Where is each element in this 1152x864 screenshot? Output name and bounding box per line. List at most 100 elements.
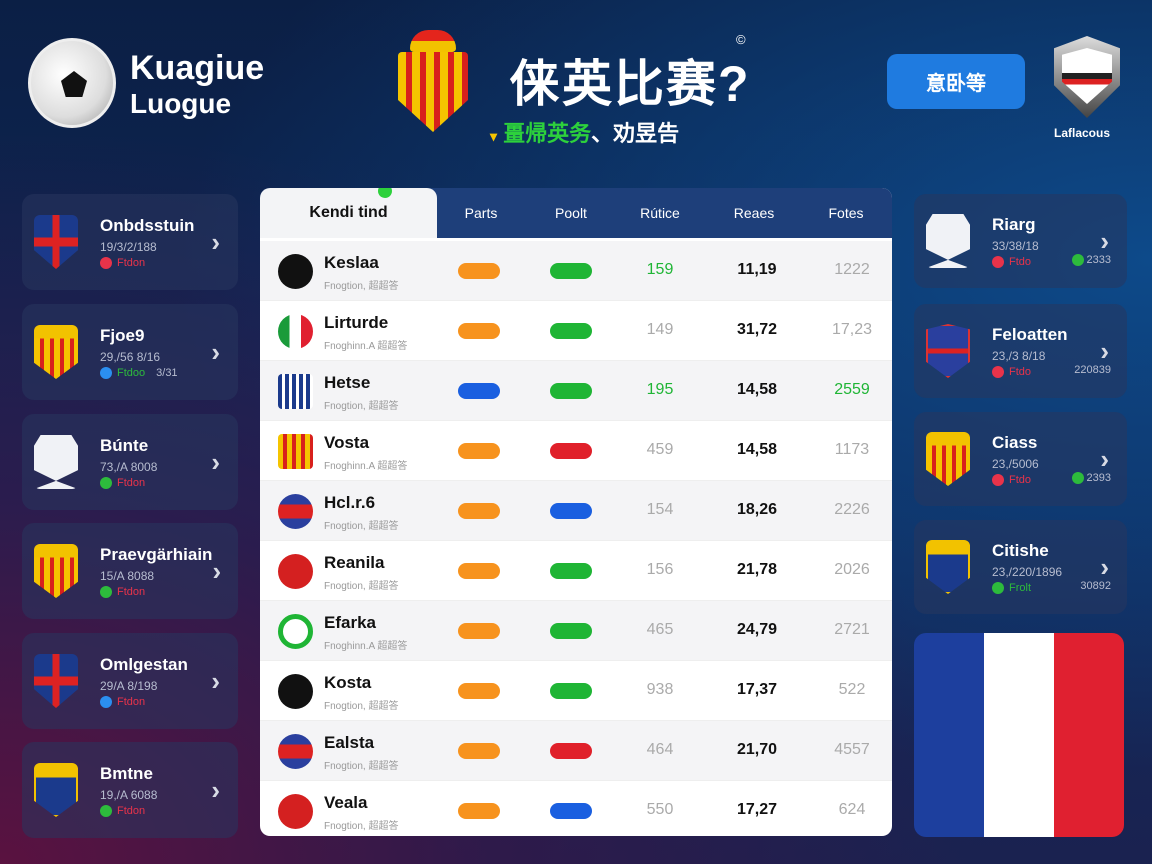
blue-crest-icon bbox=[926, 540, 970, 594]
match-date: 15/A 8088 bbox=[100, 568, 155, 583]
chevron-right-icon[interactable]: › bbox=[212, 555, 222, 586]
status: Ftdon bbox=[100, 804, 211, 817]
copyright-mark: © bbox=[736, 32, 746, 47]
union-jack-shield-icon bbox=[34, 654, 78, 708]
team-logo-icon bbox=[278, 674, 313, 709]
team-card[interactable]: Feloatten 23,/3 8/18 Ftdo 220839 › bbox=[914, 304, 1127, 398]
brand-name: Kuagiue Luogue bbox=[130, 49, 265, 119]
value-1: 459 bbox=[646, 441, 674, 458]
status-dot-icon bbox=[992, 365, 1004, 378]
status-pill bbox=[458, 323, 500, 339]
value-2: 17,27 bbox=[736, 801, 778, 818]
team-name: Keslaa bbox=[324, 253, 379, 272]
team-name: Veala bbox=[324, 793, 368, 812]
chevron-right-icon[interactable]: › bbox=[211, 336, 220, 367]
status-pill bbox=[458, 743, 500, 759]
status-dot-icon bbox=[378, 188, 392, 198]
value-2: 14,58 bbox=[736, 381, 778, 398]
team-card[interactable]: Búnte 73,/A 8008 Ftdon › bbox=[22, 414, 238, 510]
match-date: 19/3/2/188 bbox=[100, 239, 157, 254]
chevron-right-icon[interactable]: › bbox=[1100, 551, 1109, 582]
chevron-right-icon[interactable]: › bbox=[1100, 225, 1109, 256]
team-subtitle: Fnogtion, 超超答 bbox=[324, 521, 399, 532]
status-pill bbox=[550, 803, 592, 819]
status: Ftdoo 3/31 bbox=[100, 366, 211, 379]
col-header[interactable]: Rútice bbox=[640, 205, 680, 221]
team-subtitle: Fnogtion, 超超答 bbox=[324, 281, 399, 292]
status-pill bbox=[550, 683, 592, 699]
chevron-right-icon[interactable]: › bbox=[211, 226, 220, 257]
status: Ftdon bbox=[100, 585, 212, 598]
club-shield-icon[interactable] bbox=[1054, 36, 1120, 118]
col-header[interactable]: Reaes bbox=[733, 205, 775, 221]
chevron-right-icon[interactable]: › bbox=[1100, 443, 1109, 474]
col-header[interactable]: Fotes bbox=[828, 205, 864, 221]
col-header[interactable]: Parts bbox=[464, 205, 498, 221]
chevron-right-icon[interactable]: › bbox=[1100, 335, 1109, 366]
team-name: Efarka bbox=[324, 613, 376, 632]
team-name: Praevgärhiain bbox=[100, 544, 213, 564]
status-dot-icon bbox=[100, 366, 112, 379]
team-card[interactable]: Citishe 23,/220/1896 Frolt 30892 › bbox=[914, 520, 1127, 614]
status-pill bbox=[550, 743, 592, 759]
col-header[interactable]: Poolt bbox=[555, 205, 587, 221]
team-logo-icon bbox=[278, 314, 313, 349]
match-date: 19,/A 6088 bbox=[100, 787, 158, 802]
team-card[interactable]: Onbdsstuin 19/3/2/188 Ftdon › bbox=[22, 194, 238, 290]
value-3: 4557 bbox=[834, 741, 870, 758]
table-row[interactable]: Hetse Fnogtion, 超超答 195 14,58 2559 bbox=[260, 361, 892, 421]
team-subtitle: Fnogtion, 超超答 bbox=[324, 401, 399, 412]
value-2: 18,26 bbox=[736, 501, 778, 518]
team-name: Omlgestan bbox=[100, 654, 188, 674]
team-logo-icon bbox=[278, 734, 313, 769]
status-pill bbox=[458, 443, 500, 459]
table-row[interactable]: Keslaa Fnogtion, 超超答 159 11,19 1222 bbox=[260, 241, 892, 301]
chevron-right-icon[interactable]: › bbox=[211, 446, 220, 477]
chevron-down-icon: ▾ bbox=[490, 128, 498, 144]
status-pill bbox=[458, 803, 500, 819]
team-subtitle: Fnoghinn.A 超超答 bbox=[324, 641, 408, 652]
chevron-right-icon[interactable]: › bbox=[211, 665, 220, 696]
flag-stripe-red bbox=[1054, 633, 1124, 837]
page-title: 俫英比赛? bbox=[510, 56, 751, 112]
value-2: 11,19 bbox=[737, 261, 777, 278]
spanish-crest-icon bbox=[398, 30, 468, 132]
value-3: 2559 bbox=[834, 381, 870, 398]
chevron-right-icon[interactable]: › bbox=[211, 774, 220, 805]
team-card[interactable]: Praevgärhiain 15/A 8088 Ftdon › bbox=[22, 523, 238, 619]
team-subtitle: Fnogtion, 超超答 bbox=[324, 821, 399, 832]
value-1: 938 bbox=[646, 681, 674, 698]
value-1: 149 bbox=[646, 321, 674, 338]
status: Frolt bbox=[992, 581, 1100, 594]
team-card[interactable]: Ciass 23,/5006 Ftdo 2393 › bbox=[914, 412, 1127, 506]
red-blue-crest-icon bbox=[926, 324, 970, 378]
team-logo-icon bbox=[278, 494, 313, 529]
table-row[interactable]: Lirturde Fnoghinn.A 超超答 149 31,72 17,23 bbox=[260, 301, 892, 361]
status-pill bbox=[550, 503, 592, 519]
table-row[interactable]: Reanila Fnogtion, 超超答 156 21,78 2026 bbox=[260, 541, 892, 601]
value-2: 21,78 bbox=[736, 561, 778, 578]
value-1: 465 bbox=[646, 621, 674, 638]
status-dot-icon bbox=[1071, 254, 1084, 266]
team-subtitle: Fnoghinn.A 超超答 bbox=[324, 461, 408, 472]
score-value: 2333 bbox=[1071, 254, 1111, 266]
team-name: Feloatten bbox=[992, 324, 1068, 344]
table-row[interactable]: Kosta Fnogtion, 超超答 938 17,37 522 bbox=[260, 661, 892, 721]
team-card[interactable]: Omlgestan 29/A 8/198 Ftdon › bbox=[22, 633, 238, 729]
team-card[interactable]: Riarg 33/38/18 Ftdo 2333 › bbox=[914, 194, 1127, 288]
subtitle: ▾ 畺帰英务、劝昱告 bbox=[490, 121, 680, 146]
value-3: 2226 bbox=[834, 501, 870, 518]
tab-team[interactable]: Kendi tind bbox=[260, 188, 437, 238]
team-name: Ealsta bbox=[324, 733, 375, 752]
standings-table: Kendi tind Parts Poolt Rútice Reaes Fote… bbox=[260, 188, 892, 836]
table-row[interactable]: Ealsta Fnogtion, 超超答 464 21,70 4557 bbox=[260, 721, 892, 781]
table-row[interactable]: Efarka Fnoghinn.A 超超答 465 24,79 2721 bbox=[260, 601, 892, 661]
header-action-button[interactable]: 意卧等 bbox=[887, 54, 1025, 109]
table-row[interactable]: Vosta Fnoghinn.A 超超答 459 14,58 1173 bbox=[260, 421, 892, 481]
team-card[interactable]: Bmtne 19,/A 6088 Ftdon › bbox=[22, 742, 238, 838]
table-row[interactable]: Veala Fnogtion, 超超答 550 17,27 624 bbox=[260, 781, 892, 836]
spanish-crest-icon bbox=[34, 544, 78, 598]
team-card[interactable]: Fjoe9 29,/56 8/16 Ftdoo 3/31 › bbox=[22, 304, 238, 400]
table-row[interactable]: Hcl.r.6 Fnogtion, 超超答 154 18,26 2226 bbox=[260, 481, 892, 541]
value-3: 17,23 bbox=[831, 321, 873, 338]
